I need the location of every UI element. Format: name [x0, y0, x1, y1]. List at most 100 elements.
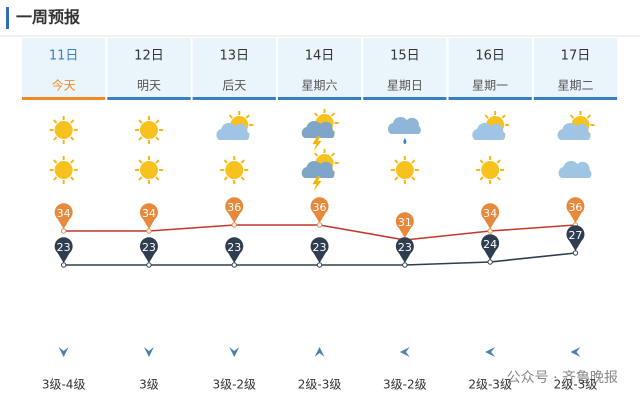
day-underline [192, 97, 276, 100]
cloud [216, 122, 250, 140]
pin-dot [316, 262, 323, 268]
high-value: 34 [483, 207, 497, 220]
sun-ray [394, 159, 399, 164]
wind-level: 3级 [139, 378, 159, 392]
sun-icon [49, 116, 78, 144]
pin-shape [481, 203, 500, 229]
pin-shape [395, 237, 414, 263]
day-label: 星期二 [557, 79, 593, 93]
sun-ray [228, 114, 233, 119]
sun-ray [394, 176, 399, 181]
sun-disc [139, 121, 158, 139]
sun-ray [330, 152, 336, 157]
day-label: 明天 [137, 79, 161, 93]
sun-disc [54, 121, 73, 139]
low-pin: 23 [395, 237, 414, 268]
day-header [533, 38, 618, 98]
sun-ray [70, 159, 75, 164]
day-date: 12日 [134, 49, 164, 64]
pin-shape [54, 237, 73, 263]
pin-dot [60, 262, 67, 268]
cloud [557, 122, 591, 140]
wind-level: 3级-4级 [42, 378, 86, 392]
day-date: 13日 [219, 49, 249, 64]
high-pin: 34 [54, 203, 73, 234]
day-underline [448, 97, 532, 100]
day-label: 今天 [52, 78, 76, 93]
sun-ray [479, 159, 484, 164]
pin-shape [310, 197, 329, 223]
day-header [22, 38, 106, 98]
low-pin: 24 [481, 234, 500, 265]
pin-shape [566, 225, 585, 251]
cloud-icon [472, 122, 506, 140]
pin-shape [139, 237, 158, 263]
sun-ray [501, 114, 506, 119]
cloud [472, 122, 506, 140]
sun-ray [53, 159, 58, 164]
day-label: 星期六 [302, 79, 338, 93]
pin-shape [481, 234, 500, 260]
wind-arrow [314, 347, 325, 357]
wind-arrow [399, 347, 410, 357]
high-pin: 36 [225, 197, 244, 228]
sun-disc [54, 161, 73, 179]
wind-arrow [570, 347, 581, 357]
day-label: 星期日 [387, 79, 423, 93]
sun-ray [223, 176, 228, 181]
sun-ray [484, 114, 489, 119]
sun-disc [225, 161, 244, 179]
day-label: 星期一 [472, 79, 508, 93]
sun-ray [569, 114, 575, 119]
pin-shape [566, 197, 585, 223]
sun-ray [330, 112, 336, 117]
sun-ray [53, 136, 58, 141]
low-value: 23 [142, 241, 156, 254]
low-value: 24 [483, 238, 497, 251]
cloud [387, 116, 421, 134]
cloud-icon [301, 160, 335, 178]
day-date: 16日 [475, 49, 505, 64]
bolt [312, 136, 322, 151]
low-value: 23 [313, 241, 327, 254]
sun-ray [586, 114, 592, 119]
cloud [301, 160, 335, 178]
day-header [192, 38, 276, 98]
day-header [363, 38, 447, 98]
sun-icon [49, 156, 78, 184]
low-pin: 23 [139, 237, 158, 268]
day-date: 15日 [390, 49, 420, 64]
wind-level: 3级-2级 [212, 378, 256, 392]
pin-dot [60, 228, 67, 234]
pin-dot [231, 262, 237, 268]
title: 一周预报 [16, 8, 80, 27]
high-value: 36 [227, 201, 241, 214]
sun-ray [313, 152, 319, 157]
sun-ray [70, 136, 75, 141]
day-label: 后天 [222, 79, 246, 93]
sun-ray [155, 159, 160, 164]
wind-arrow [229, 347, 240, 357]
sun-ray [53, 176, 58, 181]
pin-dot [572, 250, 579, 256]
sun-ray [479, 176, 484, 181]
sun-disc [139, 161, 158, 179]
low-pin: 27 [566, 225, 585, 256]
day-date: 14日 [305, 49, 335, 64]
sun-ray [138, 176, 143, 181]
high-pin: 36 [310, 197, 329, 228]
low-value: 23 [57, 241, 71, 254]
day-header [107, 38, 191, 98]
bolt [312, 176, 322, 191]
title-bar [6, 7, 9, 29]
sun-ray [245, 114, 250, 119]
sun-ray [411, 176, 416, 181]
day-header [448, 38, 532, 98]
high-pin: 34 [481, 203, 500, 234]
low-pin: 23 [225, 237, 244, 268]
sun-icon [134, 156, 163, 184]
sun-icon [390, 156, 419, 184]
pin-shape [310, 237, 329, 263]
high-value: 31 [398, 216, 412, 229]
